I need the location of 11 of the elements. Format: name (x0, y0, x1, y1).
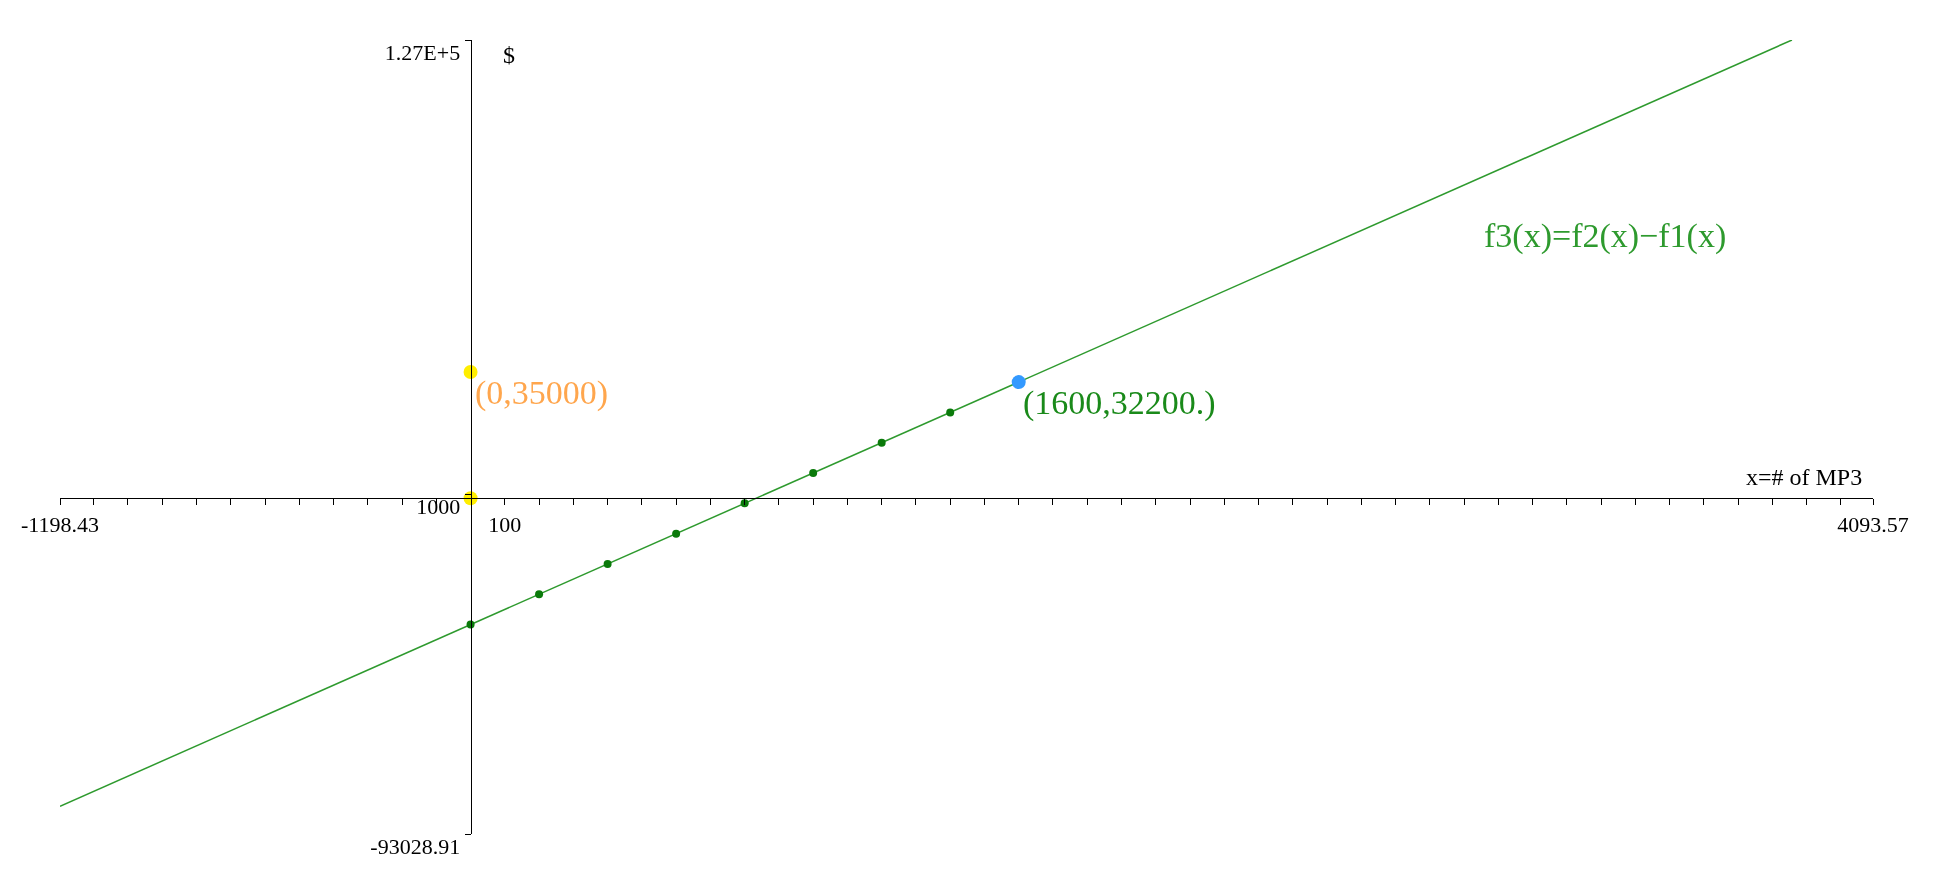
x-tick-label: 100 (488, 511, 522, 537)
annotation: (0,35000) (475, 374, 609, 412)
x-tick-label: 4093.57 (1837, 511, 1909, 537)
x-tick-label: -1198.43 (20, 511, 100, 537)
y-tick-label: 1000 (416, 494, 461, 520)
y-tick-label: 1.27E+5 (384, 39, 461, 65)
series-label: f3(x)=f2(x)−f1(x) (1484, 217, 1727, 255)
annotation: (1600,32200.) (1023, 384, 1216, 422)
x-axis-title: x=# of MP3 (1746, 464, 1863, 490)
y-tick-label: -93028.91 (370, 833, 461, 859)
y-axis-title: $ (503, 42, 515, 68)
